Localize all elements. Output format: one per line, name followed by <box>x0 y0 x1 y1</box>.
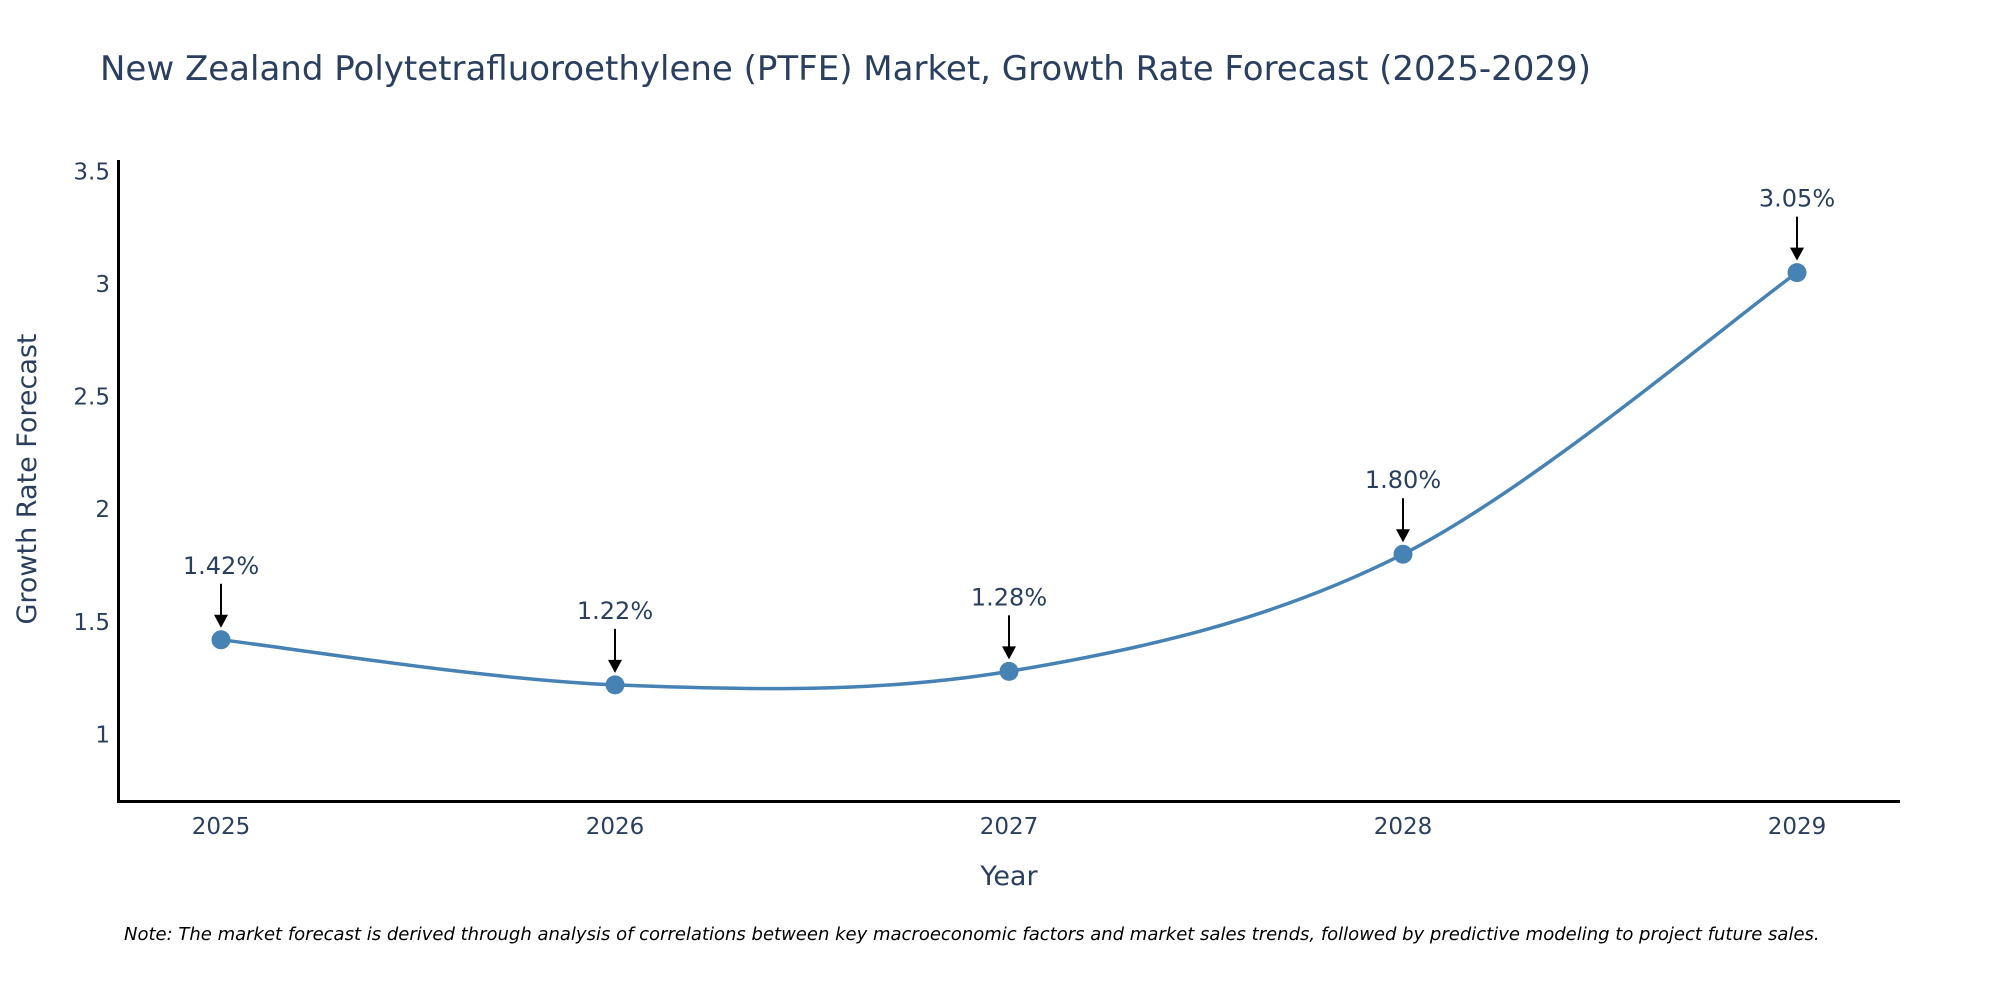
data-point <box>1393 544 1413 564</box>
data-point <box>211 630 231 650</box>
data-point <box>999 661 1019 681</box>
y-tick-label: 2 <box>95 497 110 523</box>
annotation-arrow-head <box>1396 529 1410 543</box>
annotation-arrow-head <box>1002 646 1016 660</box>
x-tick-label: 2025 <box>192 814 251 840</box>
x-axis-ticks: 2025 2026 2027 2028 2029 <box>192 814 1827 840</box>
y-axis-title: Growth Rate Forecast <box>12 333 43 624</box>
x-tick-label: 2029 <box>1768 814 1827 840</box>
data-label: 1.28% <box>971 583 1047 611</box>
data-label: 1.42% <box>183 552 259 580</box>
x-axis-title: Year <box>979 861 1038 892</box>
annotation-arrow-head <box>214 614 228 628</box>
x-tick-label: 2028 <box>1374 814 1433 840</box>
data-annotations: 1.42% 1.22% 1.28% 1.80% 3.05% <box>183 185 1835 673</box>
data-markers <box>211 263 1807 695</box>
x-tick-label: 2027 <box>980 814 1039 840</box>
y-tick-label: 1 <box>95 722 110 748</box>
y-axis-ticks: 1 1.5 2 2.5 3 3.5 <box>73 159 110 748</box>
annotation-arrow-head <box>608 659 622 673</box>
y-tick-label: 3.5 <box>73 159 110 185</box>
data-label: 3.05% <box>1759 185 1835 213</box>
data-point <box>1787 263 1807 283</box>
chart-title: New Zealand Polytetrafluoroethylene (PTF… <box>100 49 1591 89</box>
x-tick-label: 2026 <box>586 814 645 840</box>
series-line <box>220 271 1799 691</box>
footnote: Note: The market forecast is derived thr… <box>124 924 1820 945</box>
y-tick-label: 3 <box>95 272 110 298</box>
data-point <box>605 675 625 695</box>
annotation-arrow-head <box>1790 247 1804 261</box>
y-tick-label: 2.5 <box>73 385 110 411</box>
data-label: 1.80% <box>1365 466 1441 494</box>
y-tick-label: 1.5 <box>73 610 110 636</box>
data-label: 1.22% <box>577 597 653 625</box>
